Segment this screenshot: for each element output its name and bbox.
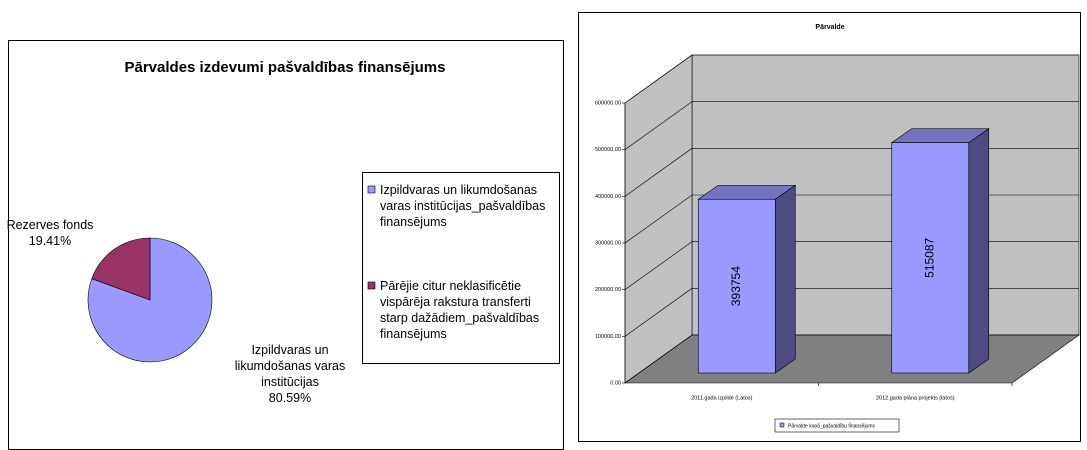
bar-side [968, 128, 990, 374]
slice-value-label: 80.59% [268, 391, 312, 405]
grid-line [624, 101, 1079, 150]
bar-front [891, 142, 970, 374]
y-tick-label: 100000.00 [595, 334, 621, 340]
legend-swatch [779, 422, 785, 428]
slice-value-label: 19.41% [28, 234, 72, 248]
legend-swatch [367, 281, 376, 290]
y-tick-label: 400000.00 [595, 194, 621, 200]
y-tick-label: 0.00 [610, 380, 621, 386]
data-label: 515087 [922, 237, 936, 277]
y-tick-label: 300000.00 [595, 240, 621, 246]
slice-label: Rezerves fonds [6, 218, 94, 232]
pie-legend-box [362, 172, 560, 364]
bar-side [774, 184, 796, 374]
chart: Pārvaldes izdevumi pašvaldības finansēju… [87, 24, 1080, 433]
bar [697, 184, 797, 374]
grid-line [624, 54, 1079, 104]
legend-label: Pārējie citur neklasificētie vispārēja r… [380, 279, 540, 341]
pie-title: Pārvaldes izdevumi pašvaldības finansēju… [125, 59, 446, 76]
page: Pārvaldes izdevumi pašvaldības finansēju… [6, 12, 1081, 450]
legend-box [774, 418, 900, 433]
x-tick-label: 2012.gada plāna projekts (latos) [876, 395, 955, 401]
slice-label: Izpildvaras un likumdošanas varas instit… [234, 343, 346, 389]
legend-swatch [367, 185, 376, 194]
bar [890, 128, 990, 374]
x-tick-label: 2011.gada izpilde (Latos) [691, 395, 753, 401]
legend-label: Pārvalde kopā_pašvaldību finansējums [788, 423, 875, 429]
legend-label: Izpildvaras un likumdošanas varas instit… [380, 183, 546, 229]
floor [624, 334, 1080, 384]
y-tick-label: 200000.00 [595, 287, 621, 293]
y-tick-label: 600000.00 [595, 100, 621, 106]
y-tick-label: 500000.00 [595, 147, 621, 153]
bar-title: Pārvalde [815, 24, 844, 31]
bar-front [697, 198, 776, 374]
data-label: 393754 [729, 266, 743, 306]
pie-slice [91, 237, 151, 301]
